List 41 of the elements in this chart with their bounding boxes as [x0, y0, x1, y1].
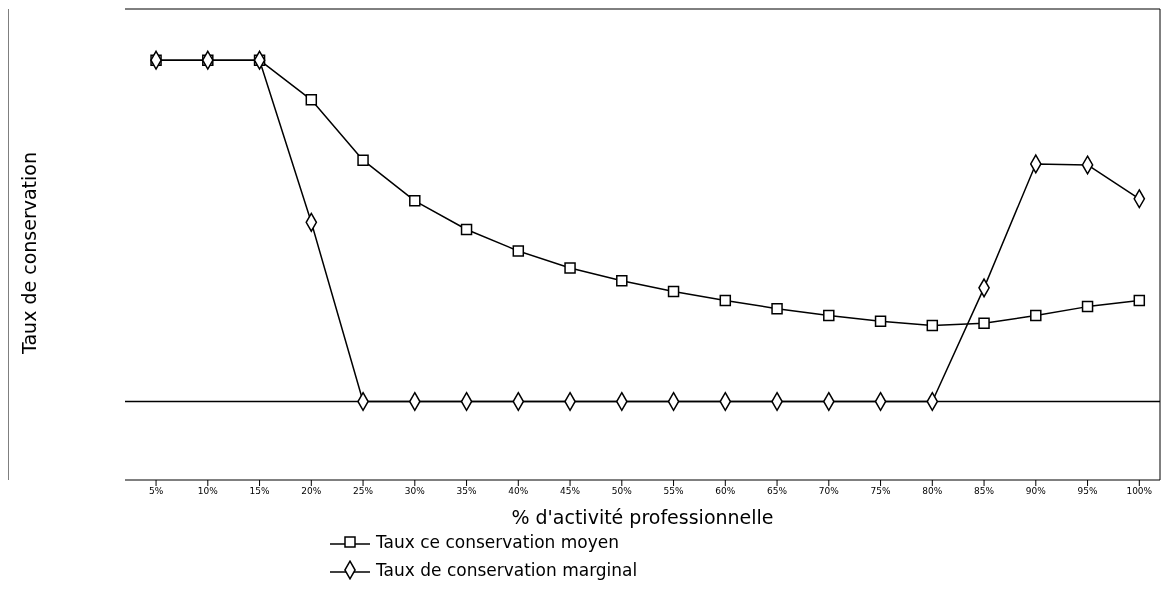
point — [305, 94, 318, 106]
point — [512, 245, 525, 257]
point — [357, 154, 369, 166]
point — [564, 262, 576, 274]
point — [1030, 309, 1042, 322]
x-tick-label: 35% — [456, 486, 477, 497]
x-tick-label: 25% — [353, 486, 374, 497]
legend-label: Taux ce conservation moyen — [376, 532, 619, 552]
x-tick-label: 15% — [249, 486, 270, 497]
point — [874, 315, 887, 328]
x-tick-label: 75% — [870, 486, 891, 497]
x-tick-label: 95% — [1077, 486, 1098, 497]
point — [771, 302, 783, 315]
x-tick-label: 100% — [1126, 486, 1153, 497]
x-tick-label: 70% — [818, 486, 840, 497]
x-tick-label: 45% — [560, 486, 581, 497]
x-tick-label: 20% — [301, 486, 322, 497]
x-tick-label: 30% — [404, 486, 426, 497]
point — [460, 223, 473, 236]
x-tick-label: 80% — [922, 486, 943, 497]
point — [719, 294, 732, 307]
point — [1081, 300, 1094, 313]
x-tick-label: 40% — [508, 486, 529, 497]
point — [616, 274, 628, 287]
point — [926, 319, 939, 332]
x-tick-label: 5% — [148, 486, 164, 497]
x-tick-label: 55% — [663, 486, 684, 497]
point — [667, 285, 680, 298]
point — [1133, 294, 1146, 307]
x-tick-label: 90% — [1025, 486, 1047, 497]
x-tick-label: 50% — [611, 486, 633, 497]
y-axis-title: Taux de conservation — [17, 151, 40, 356]
x-tick-label: 85% — [974, 486, 995, 497]
point — [978, 317, 990, 330]
x-tick-label: 10% — [197, 486, 219, 497]
point — [409, 195, 421, 207]
legend-label: Taux de conservation marginal — [376, 560, 638, 580]
point — [823, 309, 835, 322]
x-tick-label: 60% — [715, 486, 736, 497]
x-tick-label: 65% — [767, 486, 788, 497]
x-axis-title: % d'activité professionnelle — [511, 506, 774, 528]
